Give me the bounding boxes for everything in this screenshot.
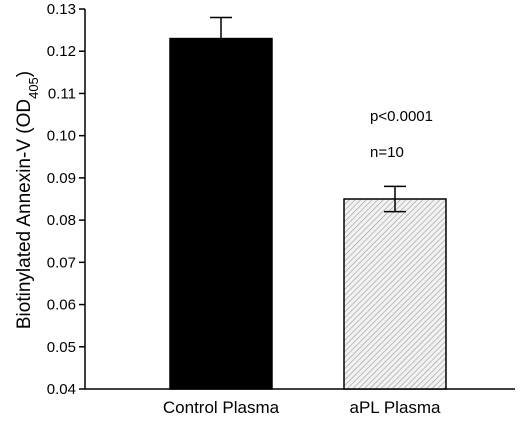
y-axis-label: Biotinylated Annexin-V (OD405) [14, 71, 41, 329]
y-tick-label: 0.09 [47, 170, 76, 187]
bars-group [169, 16, 447, 390]
x-category-label: Control Plasma [163, 398, 280, 417]
y-tick-label: 0.06 [47, 297, 76, 314]
y-tick-label: 0.12 [47, 43, 76, 60]
bar [169, 37, 273, 390]
n-annotation: n=10 [370, 144, 404, 161]
p-value-annotation: p<0.0001 [370, 108, 433, 125]
y-tick-label: 0.05 [47, 339, 76, 356]
y-tick-label: 0.08 [47, 212, 76, 229]
y-axis-label-sub: 405 [26, 77, 41, 99]
category-labels-group: Control Plasma aPL Plasma [163, 398, 441, 417]
y-tick-label: 0.11 [48, 85, 76, 102]
y-axis-label-main: Biotinylated Annexin-V (OD [14, 99, 35, 329]
y-tick-label: 0.13 [47, 1, 76, 18]
y-tick-label: 0.04 [47, 381, 76, 398]
y-axis-label-close: ) [14, 71, 35, 77]
y-tick-label: 0.07 [47, 254, 76, 271]
y-ticks-group: 0.04 0.05 0.06 0.07 0.08 0.09 0.10 0.11 0.12 0.13 [47, 1, 85, 398]
y-tick-label: 0.10 [47, 128, 76, 145]
bar [343, 198, 447, 390]
x-category-label: aPL Plasma [349, 398, 441, 417]
